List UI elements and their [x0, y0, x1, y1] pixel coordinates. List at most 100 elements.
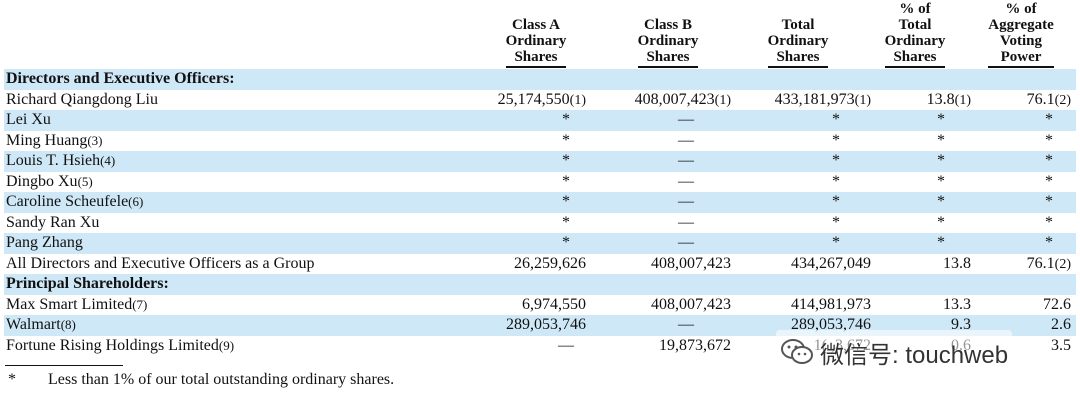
row-label: Richard Qiangdong Liu [6, 90, 158, 111]
header-line: Aggregate [988, 17, 1054, 33]
cell-class-b: — [671, 151, 701, 172]
header-total-text: Total Ordinary Shares [767, 17, 829, 68]
cell-total: * [821, 172, 851, 193]
cell-voting-power: * [1034, 213, 1064, 234]
cell-class-a: * [551, 151, 581, 172]
cell-value: 76.1 [1026, 90, 1055, 108]
cell-total: * [821, 131, 851, 152]
cell-pct-total: * [926, 172, 956, 193]
cell-total: * [821, 233, 851, 254]
cell-value: * [937, 131, 945, 149]
row-label-text: Pang Zhang [6, 234, 83, 251]
header-voting-power: % of Aggregate Voting Power [984, 0, 1058, 68]
header-line: Ordinary [637, 33, 699, 49]
cell-total: * [821, 192, 851, 213]
cell-voting-power: * [1034, 151, 1064, 172]
cell-voting-power: 76.1(2) [1027, 90, 1071, 112]
cell-total: * [821, 151, 851, 172]
row-label: Lei Xu [6, 110, 51, 131]
row-label-text: Lei Xu [6, 111, 51, 128]
cell-class-b: — [671, 315, 701, 336]
header-voting-power-text: % of Aggregate Voting Power [988, 1, 1054, 68]
cell-voting-power: 3.5 [1051, 336, 1071, 357]
row-label-text: Directors and Executive Officers: [6, 70, 235, 87]
cell-pct-total: * [926, 110, 956, 131]
cell-pct-total: 13.8(1) [927, 90, 971, 112]
cell-class-b: 408,007,423 [651, 254, 731, 275]
cell-class-a: 6,974,550 [522, 295, 586, 316]
footnote-ref: (7) [132, 296, 148, 312]
cell-class-a: * [551, 172, 581, 193]
row-label-text: All Directors and Executive Officers as … [6, 254, 315, 272]
header-class-b: Class B Ordinary Shares [620, 0, 716, 68]
footnote-mark: * [8, 371, 16, 388]
header-line: % of [1005, 1, 1037, 17]
cell-voting-power: * [1034, 233, 1064, 254]
cell-class-a: 289,053,746 [506, 315, 586, 336]
header-class-a-text: Class A Ordinary Shares [505, 17, 567, 68]
cell-value: * [1045, 213, 1053, 231]
cell-value: 3.5 [1051, 336, 1071, 354]
cell-value: * [937, 172, 945, 190]
cell-voting-power: * [1034, 172, 1064, 193]
cell-value: * [1045, 234, 1053, 251]
row-label-text: Fortune Rising Holdings Limited [6, 336, 219, 354]
cell-value: * [1045, 193, 1053, 210]
cell-voting-power: * [1034, 192, 1064, 213]
cell-value: 72.6 [1043, 295, 1071, 313]
cell-value: * [1045, 111, 1053, 128]
footnote-ref: (1) [854, 92, 871, 108]
cell-pct-total: * [926, 131, 956, 152]
row-label: Louis T. Hsieh(4) [6, 151, 115, 172]
cell-class-b: 408,007,423(1) [635, 90, 731, 112]
header-line: Shares [514, 49, 558, 65]
cell-value: 25,174,550 [497, 90, 570, 108]
cell-value: * [832, 111, 840, 128]
row-label-text: Richard Qiangdong Liu [6, 90, 158, 108]
footnote-ref: (1) [569, 92, 586, 108]
cell-value: 434,267,049 [791, 254, 871, 272]
cell-value: 13.8 [926, 90, 955, 108]
cell-total: * [821, 213, 851, 234]
row-label-text: Max Smart Limited [6, 295, 133, 313]
cell-value: * [832, 131, 840, 149]
footnote-ref: (2) [1054, 256, 1071, 272]
row-label: Sandy Ran Xu [6, 213, 99, 234]
row-label: Directors and Executive Officers: [6, 69, 235, 90]
cell-value: * [1045, 152, 1053, 169]
cell-class-a: * [551, 213, 581, 234]
cell-value: * [562, 111, 570, 128]
cell-voting-power: * [1034, 131, 1064, 152]
footnote-ref: (2) [1054, 92, 1071, 108]
cell-value: — [558, 336, 574, 354]
row-label: Max Smart Limited(7) [6, 295, 147, 316]
cell-class-b: — [671, 213, 701, 234]
header-class-a: Class A Ordinary Shares [488, 0, 584, 68]
table-row: Ming Huang(3) * — * * * [4, 131, 1076, 152]
cell-pct-total: * [926, 192, 956, 213]
cell-value: 2.6 [1051, 316, 1071, 333]
cell-value: — [678, 193, 694, 210]
watermark-text: 微信号: touchweb [820, 341, 1009, 369]
cell-total: 433,181,973(1) [775, 90, 871, 112]
footnote-text: Less than 1% of our total outstanding or… [48, 371, 395, 388]
footnote-ref: (5) [77, 173, 93, 189]
row-label-text: Sandy Ran Xu [6, 213, 100, 231]
cell-class-b: 408,007,423 [651, 295, 731, 316]
cell-value: 76.1 [1026, 254, 1055, 272]
row-label: All Directors and Executive Officers as … [6, 254, 314, 275]
cell-value: * [562, 131, 570, 149]
cell-value: 26,259,626 [514, 254, 586, 272]
header-pct-total-text: % of Total Ordinary Shares [884, 1, 946, 68]
header-line: Ordinary [884, 33, 946, 49]
cell-voting-power: 2.6 [1051, 315, 1071, 336]
table-row: Caroline Scheufele(6) * — * * * [4, 192, 1076, 213]
cell-value: 19,873,672 [659, 336, 731, 354]
cell-value: — [678, 111, 694, 128]
cell-total: * [821, 110, 851, 131]
cell-value: * [562, 213, 570, 231]
cell-total: 434,267,049 [791, 254, 871, 275]
table-row: Lei Xu * — * * * [4, 110, 1076, 131]
cell-value: * [562, 152, 570, 169]
cell-value: 289,053,746 [506, 316, 586, 333]
